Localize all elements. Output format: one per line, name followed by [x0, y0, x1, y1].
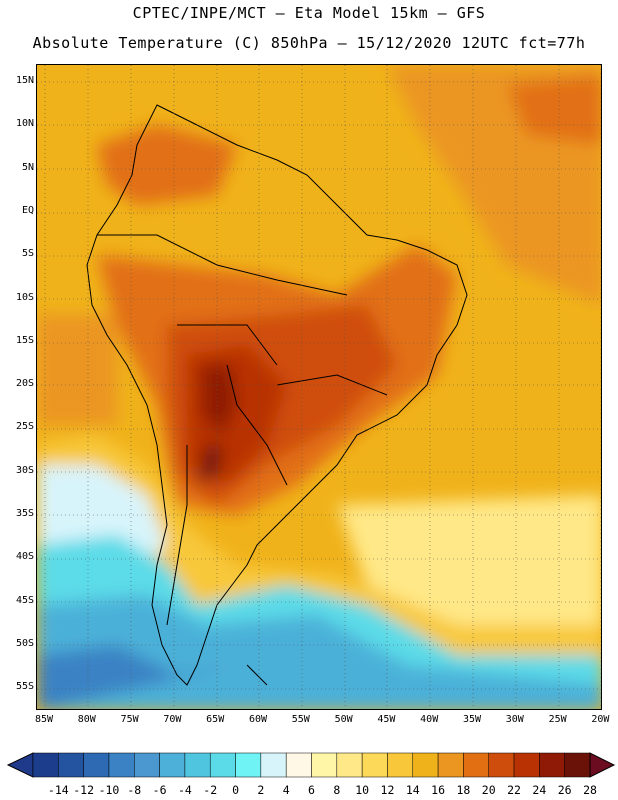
lon-label: 70W: [163, 714, 182, 725]
colorbar-swatch: [336, 752, 363, 778]
colorbar-tick-label: 28: [583, 783, 597, 797]
field-venezuela: [97, 125, 237, 205]
border-paraguay: [226, 364, 288, 486]
colorbar-swatch: [108, 752, 135, 778]
colorbar-swatch: [260, 752, 287, 778]
colorbar-tick-label: 6: [308, 783, 315, 797]
lon-label: 25W: [548, 714, 567, 725]
lon-label: 35W: [462, 714, 482, 725]
colorbar-swatch: [134, 752, 160, 778]
colorbar-swatch: [361, 752, 388, 778]
colorbar-tick-label: 2: [257, 783, 265, 797]
lat-label: 5N: [21, 161, 34, 173]
chart-title-line2: Absolute Temperature (C) 850hPa – 15/12/…: [32, 34, 586, 52]
lat-label: 50S: [15, 637, 34, 649]
lon-label: 80W: [77, 714, 96, 725]
lon-label: 30W: [505, 714, 524, 725]
lat-label: 10N: [15, 118, 34, 130]
lon-label: 40W: [420, 714, 439, 725]
colorbar-swatch: [184, 752, 211, 778]
lon-label: 20W: [591, 714, 610, 725]
lat-label: 20S: [15, 378, 34, 390]
border-brazil-internal: [276, 374, 388, 396]
field-e-pacific: [37, 315, 117, 425]
colorbar-high-arrow: [589, 752, 616, 778]
field-s-atlantic-mild: [337, 495, 601, 625]
temperature-map: [36, 64, 602, 710]
temperature-field: [37, 65, 601, 709]
colorbar-swatch: [412, 752, 439, 778]
coastlines: [86, 104, 468, 686]
lat-label: 5S: [21, 248, 34, 260]
lon-label: 65W: [206, 714, 225, 725]
field-chaco-max: [202, 365, 237, 435]
colorbar-swatch: [58, 752, 84, 778]
colorbar-tick-label: 10: [355, 783, 370, 797]
colorbar-swatch: [209, 752, 236, 778]
lat-label: 45S: [15, 594, 34, 606]
lon-label: 85W: [34, 714, 54, 725]
colorbar-tick-label: 16: [431, 783, 445, 797]
lat-label: 10S: [15, 291, 34, 303]
colorbar-swatch: [311, 752, 338, 778]
border-chile-argentina: [166, 445, 188, 626]
colorbar-tick-label: -2: [203, 783, 218, 797]
lat-label: 55S: [15, 681, 34, 693]
colorbar-swatch: [463, 752, 489, 778]
lat-label: 15S: [15, 334, 34, 346]
colorbar-swatch: [513, 752, 540, 778]
colorbar-tick-label: 8: [333, 783, 341, 797]
colorbar-tick-label: 22: [507, 783, 521, 797]
colorbar-tick-label: 24: [532, 783, 547, 797]
colorbar-tick-label: -6: [152, 783, 167, 797]
field-argentina-max: [197, 445, 222, 485]
colorbar-low-arrow: [6, 752, 34, 778]
colorbar-swatch: [539, 752, 565, 778]
field-southern-colder: [37, 595, 601, 709]
field-caribbean-warm: [507, 75, 601, 145]
lon-label: 75W: [120, 714, 139, 725]
colorbar-swatch: [32, 752, 59, 778]
colorbar-tick-label: 26: [557, 783, 572, 797]
chart-title-line1: CPTEC/INPE/MCT – Eta Model 15km – GFS: [132, 4, 486, 22]
colorbar-tick-label: 20: [481, 783, 496, 797]
lat-label: 35S: [15, 508, 34, 519]
lon-label: 50W: [334, 714, 353, 725]
lat-label: 30S: [15, 464, 34, 476]
colorbar-tick-label: -10: [98, 783, 120, 797]
colorbar-swatch: [488, 752, 515, 778]
colorbar-tick-label: 12: [380, 783, 395, 797]
colorbar-swatch: [387, 752, 414, 778]
colorbar-tick-label: 14: [405, 783, 420, 797]
colorbar-swatch: [83, 752, 110, 778]
colorbar-tick-label: -4: [177, 783, 192, 797]
colorbar: [6, 752, 616, 778]
colorbar-tick-label: 4: [282, 783, 290, 797]
lat-label: EQ: [21, 204, 34, 216]
colorbar-swatch: [235, 752, 262, 778]
colorbar-tick-label: 18: [456, 783, 471, 797]
colorbar-tick-label: -14: [47, 783, 69, 797]
lat-label: 40S: [15, 551, 34, 563]
lon-label: 45W: [377, 714, 396, 725]
lon-label: 60W: [248, 714, 268, 725]
lon-label: 55W: [291, 714, 310, 725]
colorbar-swatch: [159, 752, 186, 778]
colorbar-tick-label: -8: [127, 783, 142, 797]
lat-label: 15N: [15, 75, 34, 86]
falklands: [246, 664, 268, 686]
colorbar-tick-label: -12: [73, 783, 95, 797]
lat-label: 25S: [15, 421, 34, 433]
colorbar-swatch: [437, 752, 464, 778]
colorbar-tick-label: 0: [232, 783, 239, 797]
map-canvas: [37, 65, 601, 709]
border-central: [177, 324, 278, 366]
colorbar-swatch: [285, 752, 312, 778]
colorbar-swatch: [564, 752, 591, 778]
field-drake-cold: [37, 645, 237, 709]
south-america-outline: [86, 104, 468, 686]
